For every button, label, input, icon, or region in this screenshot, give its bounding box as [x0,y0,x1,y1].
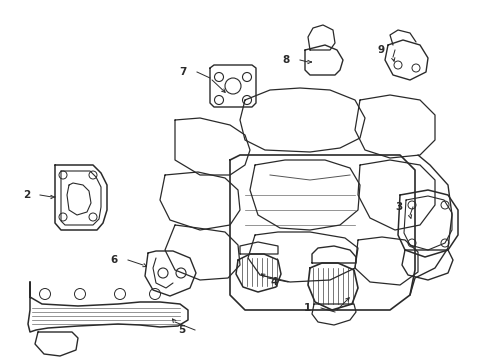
Text: 9: 9 [377,45,384,55]
Text: 7: 7 [179,67,186,77]
Text: 2: 2 [23,190,30,200]
Text: 4: 4 [270,277,278,287]
Text: 1: 1 [303,303,310,313]
Text: 3: 3 [395,202,402,212]
Text: 6: 6 [110,255,118,265]
Text: 8: 8 [282,55,289,65]
Text: 5: 5 [177,325,184,335]
